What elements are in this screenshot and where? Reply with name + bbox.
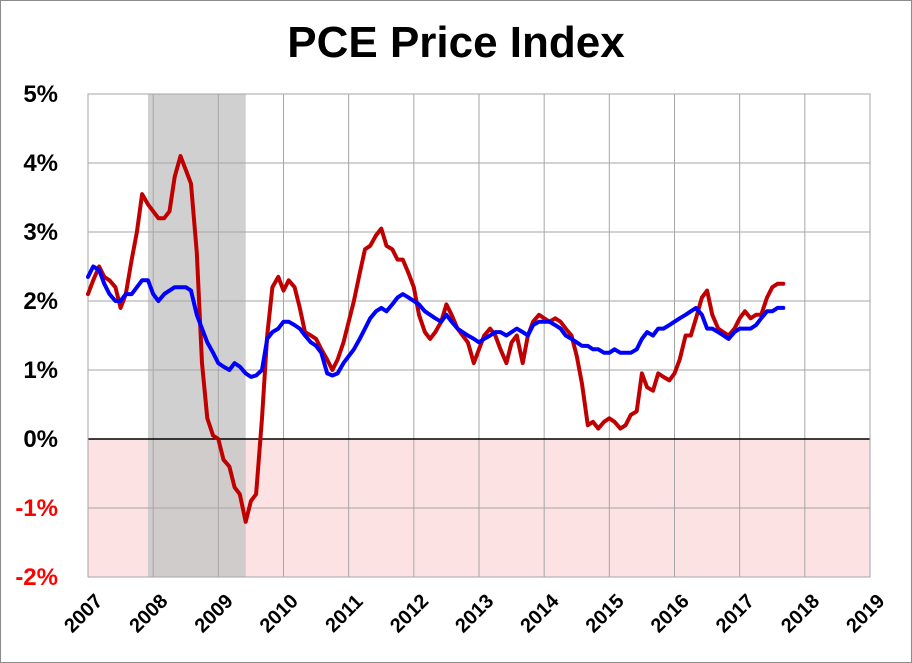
series-line-0: [86, 154, 786, 524]
y-tick-label: -2%: [15, 564, 58, 591]
x-tick-label: 2015: [582, 590, 629, 637]
y-tick-label: 0%: [23, 426, 58, 453]
x-tick-label: 2010: [256, 590, 303, 637]
y-tick-label: 4%: [23, 150, 58, 177]
recession-band: [147, 94, 246, 577]
y-tick-label: 1%: [23, 357, 58, 384]
x-tick-label: 2014: [516, 590, 564, 638]
x-tick-label: 2017: [712, 590, 759, 637]
x-tick-label: 2018: [777, 590, 824, 637]
x-tick-label: 2016: [647, 590, 694, 637]
x-tick-label: 2008: [125, 590, 172, 637]
y-tick-label: 5%: [23, 81, 58, 108]
x-tick-label: 2013: [451, 590, 498, 637]
x-tick-label: 2019: [842, 590, 889, 637]
plot-border: [87, 93, 871, 578]
series-layer: [86, 154, 786, 524]
x-tick-label: 2009: [191, 590, 238, 637]
y-tick-label: -1%: [15, 495, 58, 522]
x-tick-label: 2011: [321, 591, 367, 637]
series-line-1: [86, 264, 786, 379]
y-tick-label: 3%: [23, 219, 58, 246]
y-tick-label: 2%: [23, 288, 58, 315]
x-tick-label: 2012: [386, 590, 433, 637]
chart-title: PCE Price Index: [287, 18, 625, 67]
x-tick-label: 2007: [60, 590, 107, 637]
